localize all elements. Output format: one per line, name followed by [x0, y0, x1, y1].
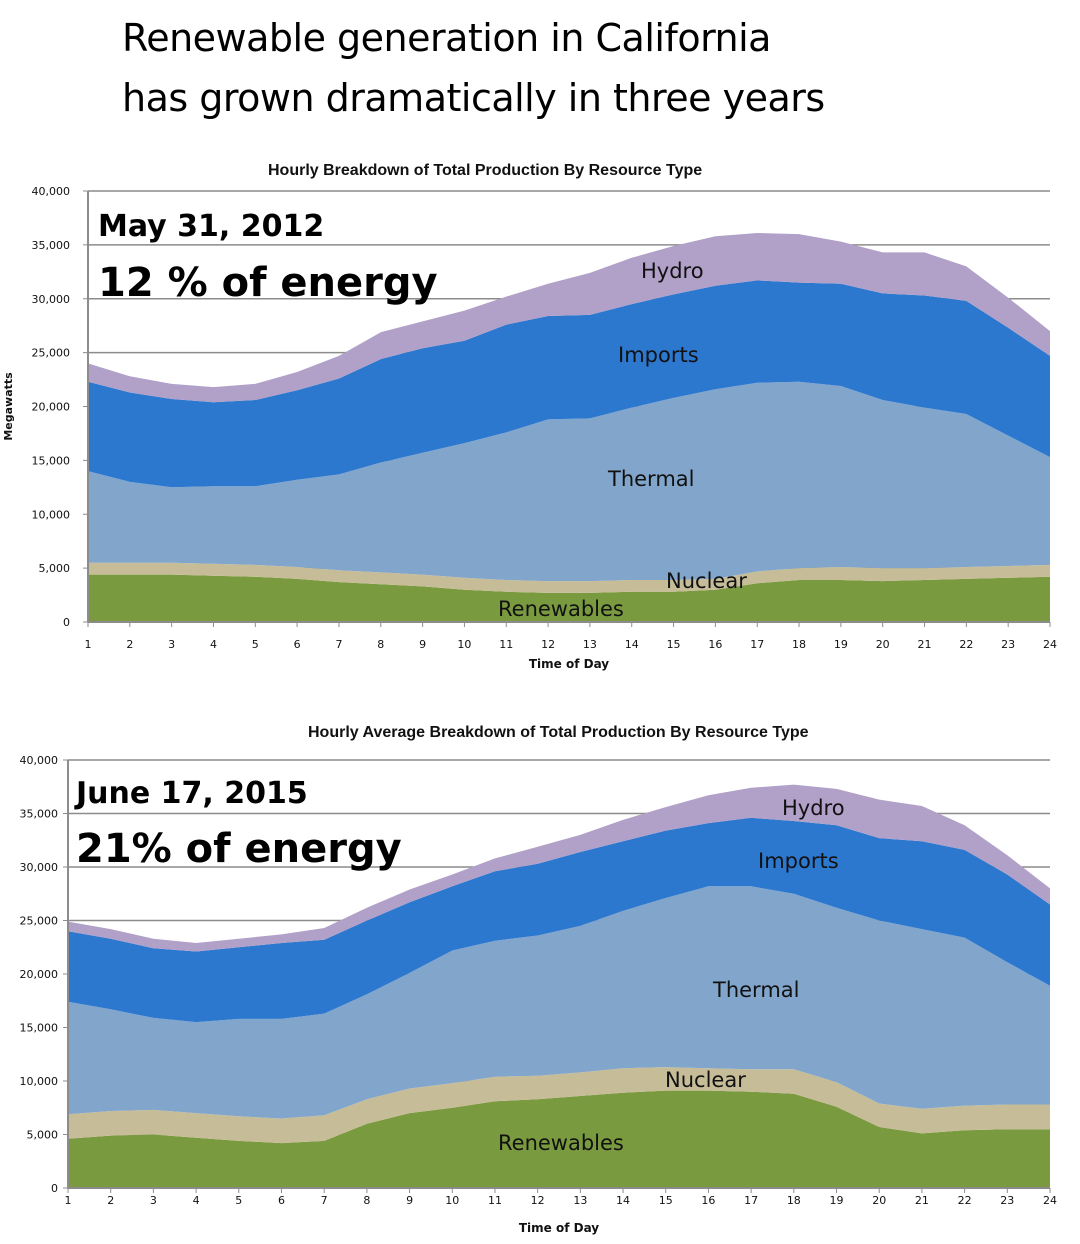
- x-tick-label: 17: [750, 638, 764, 651]
- y-tick-label: 40,000: [32, 185, 71, 198]
- area-hydro: [88, 233, 1050, 403]
- area-renewables: [88, 574, 1050, 622]
- y-tick-label: 25,000: [20, 915, 59, 928]
- x-tick-label: 19: [830, 1194, 844, 1207]
- x-tick-label: 23: [1001, 638, 1015, 651]
- x-tick-label: 13: [573, 1194, 587, 1207]
- x-tick-label: 11: [499, 638, 513, 651]
- x-tick-label: 5: [252, 638, 259, 651]
- y-tick-label: 35,000: [20, 808, 59, 821]
- x-tick-label: 12: [541, 638, 555, 651]
- area-imports: [68, 817, 1050, 1023]
- y-tick-label: 25,000: [32, 347, 71, 360]
- y-tick-label: 20,000: [32, 401, 71, 414]
- x-tick-label: 6: [294, 638, 301, 651]
- x-tick-label: 17: [744, 1194, 758, 1207]
- series-label-nuclear: Nuclear: [666, 569, 747, 593]
- x-tick-label: 20: [872, 1194, 886, 1207]
- x-tick-label: 1: [85, 638, 92, 651]
- y-tick-label: 30,000: [20, 861, 59, 874]
- series-label-hydro: Hydro: [641, 259, 704, 283]
- x-tick-label: 7: [335, 638, 342, 651]
- x-tick-label: 15: [659, 1194, 673, 1207]
- area-nuclear: [88, 562, 1050, 593]
- x-tick-label: 9: [419, 638, 426, 651]
- x-tick-label: 13: [583, 638, 597, 651]
- annotation-date: May 31, 2012: [98, 209, 324, 244]
- headline: Renewable generation in California has g…: [122, 8, 825, 128]
- x-tick-label: 1: [65, 1194, 72, 1207]
- area-renewables: [68, 1090, 1050, 1188]
- x-tick-label: 24: [1043, 638, 1057, 651]
- y-tick-label: 10,000: [32, 508, 71, 521]
- x-tick-label: 14: [616, 1194, 630, 1207]
- x-tick-label: 19: [834, 638, 848, 651]
- y-tick-label: 20,000: [20, 968, 59, 981]
- x-tick-label: 24: [1043, 1194, 1057, 1207]
- x-tick-label: 22: [958, 1194, 972, 1207]
- series-label-imports: Imports: [758, 849, 839, 873]
- x-tick-label: 4: [193, 1194, 200, 1207]
- x-tick-label: 6: [278, 1194, 285, 1207]
- x-tick-label: 10: [445, 1194, 459, 1207]
- x-tick-label: 2: [126, 638, 133, 651]
- area-imports: [88, 280, 1050, 488]
- x-tick-label: 2: [107, 1194, 114, 1207]
- x-tick-label: 20: [876, 638, 890, 651]
- x-tick-label: 16: [701, 1194, 715, 1207]
- series-label-imports: Imports: [618, 343, 699, 367]
- y-tick-label: 5,000: [39, 562, 71, 575]
- y-tick-label: 0: [63, 616, 70, 629]
- y-tick-label: 10,000: [20, 1075, 59, 1088]
- x-tick-label: 5: [235, 1194, 242, 1207]
- x-tick-label: 10: [457, 638, 471, 651]
- x-tick-label: 16: [708, 638, 722, 651]
- x-tick-label: 21: [918, 638, 932, 651]
- x-tick-label: 12: [531, 1194, 545, 1207]
- y-tick-label: 15,000: [20, 1022, 59, 1035]
- x-tick-label: 15: [667, 638, 681, 651]
- x-axis-label: Time of Day: [529, 657, 609, 671]
- series-label-nuclear: Nuclear: [665, 1068, 746, 1092]
- chart-2012: 0 5,000 10,000 15,000 20,000 25,000 30,000 35,0…: [2, 185, 1057, 671]
- x-tick-label: 18: [787, 1194, 801, 1207]
- y-tick-label: 30,000: [32, 293, 71, 306]
- y-tick-label: 15,000: [32, 454, 71, 467]
- x-tick-label: 9: [406, 1194, 413, 1207]
- x-tick-label: 8: [377, 638, 384, 651]
- x-tick-label: 8: [363, 1194, 370, 1207]
- headline-line-2: has grown dramatically in three years: [122, 76, 825, 120]
- x-tick-label: 11: [488, 1194, 502, 1207]
- series-label-thermal: Thermal: [607, 467, 694, 491]
- x-tick-label: 3: [168, 638, 175, 651]
- area-thermal: [68, 886, 1050, 1119]
- x-tick-label: 7: [321, 1194, 328, 1207]
- annotation-date: June 17, 2015: [74, 776, 308, 811]
- annotation-renewable-share: 21% of energy: [76, 826, 402, 872]
- area-thermal: [88, 381, 1050, 582]
- x-axis-label: Time of Day: [519, 1221, 599, 1235]
- x-tick-label: 23: [1000, 1194, 1014, 1207]
- series-label-thermal: Thermal: [712, 978, 799, 1002]
- headline-line-1: Renewable generation in California: [122, 16, 771, 60]
- series-label-renewables: Renewables: [498, 597, 624, 621]
- x-tick-label: 21: [915, 1194, 929, 1207]
- y-tick-label: 0: [51, 1182, 58, 1195]
- x-tick-label: 3: [150, 1194, 157, 1207]
- area-nuclear: [68, 1067, 1050, 1144]
- chart-2015-title: Hourly Average Breakdown of Total Produc…: [308, 724, 809, 741]
- chart-2012-title: Hourly Breakdown of Total Production By …: [268, 162, 703, 179]
- x-tick-label: 18: [792, 638, 806, 651]
- y-tick-label: 35,000: [32, 239, 71, 252]
- x-tick-label: 4: [210, 638, 217, 651]
- series-label-hydro: Hydro: [782, 796, 845, 820]
- x-tick-label: 14: [625, 638, 639, 651]
- x-tick-label: 22: [959, 638, 973, 651]
- y-axis-label: Megawatts: [2, 372, 15, 441]
- annotation-renewable-share: 12 % of energy: [98, 260, 438, 306]
- series-label-renewables: Renewables: [498, 1131, 624, 1155]
- y-tick-label: 40,000: [20, 754, 59, 767]
- y-tick-label: 5,000: [27, 1129, 59, 1142]
